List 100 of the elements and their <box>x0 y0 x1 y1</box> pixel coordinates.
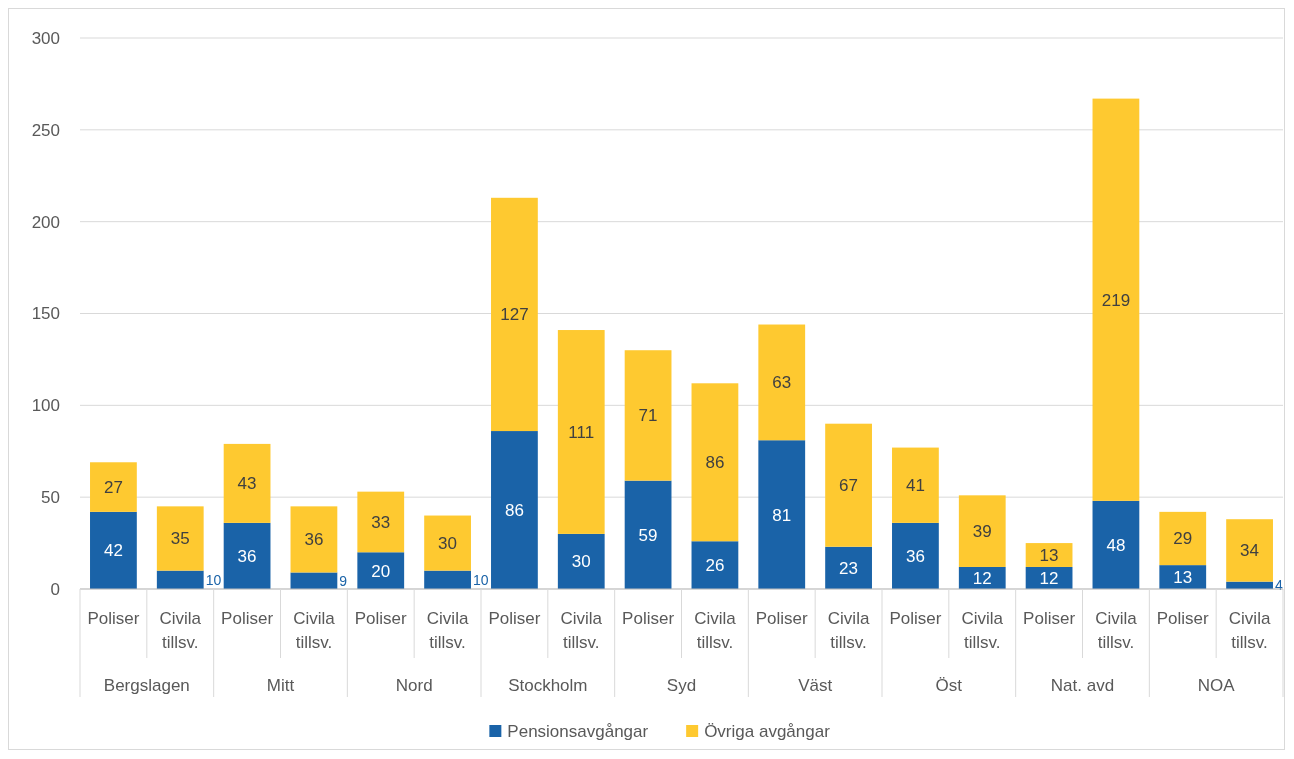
bar <box>1092 98 1140 501</box>
bar <box>1159 511 1207 566</box>
bar <box>90 511 137 589</box>
bar <box>156 506 204 571</box>
data-label: 81 <box>772 505 792 525</box>
bar <box>892 522 939 589</box>
text: Nat. avd <box>1050 675 1115 695</box>
bar <box>691 383 739 542</box>
y-tick-label: 100 <box>31 396 60 416</box>
x-tick-label: Civila tillsv. <box>1228 608 1271 652</box>
bar <box>223 522 271 589</box>
bar <box>825 546 872 589</box>
data-label: 30 <box>571 552 591 572</box>
data-label: 10 <box>472 571 489 588</box>
data-label: 86 <box>504 500 524 520</box>
x-tick-label: Poliser <box>87 608 140 628</box>
x-tick-label: Poliser <box>488 608 541 628</box>
data-label: 127 <box>500 305 529 325</box>
x-tick-label: Civila tillsv. <box>560 608 603 652</box>
data-label: 39 <box>972 522 992 542</box>
data-label: 13 <box>1173 568 1193 588</box>
text: Stockholm <box>508 675 588 695</box>
text: NOA <box>1197 675 1236 695</box>
text: Nord <box>395 675 433 695</box>
data-label: 30 <box>438 534 458 554</box>
data-label: 12 <box>1039 568 1059 588</box>
bar <box>825 423 872 547</box>
data-label: 63 <box>772 373 792 393</box>
bar <box>557 533 605 589</box>
data-label: 20 <box>371 561 391 581</box>
x-tick-label: Civila tillsv. <box>827 608 870 652</box>
data-label: 9 <box>339 572 348 589</box>
data-label: 86 <box>705 453 725 473</box>
x-tick-label: Civila tillsv. <box>293 608 336 652</box>
bar <box>958 495 1006 567</box>
x-tick-label: Poliser <box>889 608 942 628</box>
data-label: 33 <box>371 512 391 532</box>
bar <box>223 443 271 523</box>
data-label: 36 <box>237 546 257 566</box>
data-label: 43 <box>237 474 257 494</box>
data-label: 111 <box>568 422 595 442</box>
data-label: 12 <box>972 568 992 588</box>
bar <box>758 324 806 441</box>
data-label: 67 <box>839 476 859 496</box>
x-tick-label: Civila tillsv. <box>159 608 202 652</box>
bar <box>424 515 471 571</box>
data-label: 29 <box>1173 529 1193 549</box>
data-label: 34 <box>1240 541 1260 561</box>
y-tick-label: 200 <box>31 212 60 232</box>
data-label: 59 <box>638 525 658 545</box>
data-label: 36 <box>304 530 324 550</box>
x-tick-label: Poliser <box>755 608 809 628</box>
text: Öst <box>935 675 963 695</box>
y-tick-label: 300 <box>31 28 60 48</box>
data-label: 23 <box>839 558 859 578</box>
text: Mitt <box>266 675 295 695</box>
text: Väst <box>798 675 833 695</box>
bar <box>357 491 405 553</box>
y-tick-label: 150 <box>31 304 60 324</box>
bar <box>90 462 137 512</box>
y-tick-label: 250 <box>31 120 60 140</box>
bar <box>491 197 538 432</box>
x-tick-label: Poliser <box>1156 608 1210 628</box>
x-tick-label: Civila tillsv. <box>961 608 1004 652</box>
bar <box>290 572 338 589</box>
bar <box>1226 519 1273 582</box>
bar <box>624 350 672 481</box>
bar <box>1092 500 1140 589</box>
data-label: 26 <box>705 556 725 576</box>
data-label: 4 <box>1274 577 1283 594</box>
bar <box>357 552 405 589</box>
x-tick-label: Poliser <box>1023 608 1076 628</box>
bar <box>156 570 204 589</box>
data-label: 48 <box>1106 535 1126 555</box>
data-label: 13 <box>1039 545 1059 565</box>
data-label: 41 <box>905 476 925 496</box>
x-tick-label: Civila tillsv. <box>1095 608 1138 652</box>
data-label: 36 <box>905 546 925 566</box>
bar <box>624 480 672 589</box>
y-tick-label: 0 <box>50 579 60 599</box>
bar <box>557 330 605 534</box>
bar <box>691 541 739 589</box>
bar <box>424 570 471 589</box>
x-tick-label: Civila tillsv. <box>694 608 737 652</box>
bar <box>758 440 806 589</box>
data-label: 27 <box>103 478 123 498</box>
data-label: 71 <box>638 406 658 426</box>
text: Bergslagen <box>103 675 190 695</box>
bar <box>892 447 939 523</box>
legend-label: Övriga avgångar <box>704 721 831 741</box>
bar <box>491 431 538 589</box>
x-tick-label: Poliser <box>354 608 408 628</box>
bar <box>290 506 338 573</box>
data-label: 10 <box>205 571 222 588</box>
x-tick-label: Poliser <box>221 608 274 628</box>
data-label: 42 <box>103 541 123 561</box>
data-label: 35 <box>170 529 190 549</box>
legend-label: Pensionsavgångar <box>507 721 649 741</box>
x-tick-label: Poliser <box>622 608 675 628</box>
x-tick-label: Civila tillsv. <box>426 608 469 652</box>
